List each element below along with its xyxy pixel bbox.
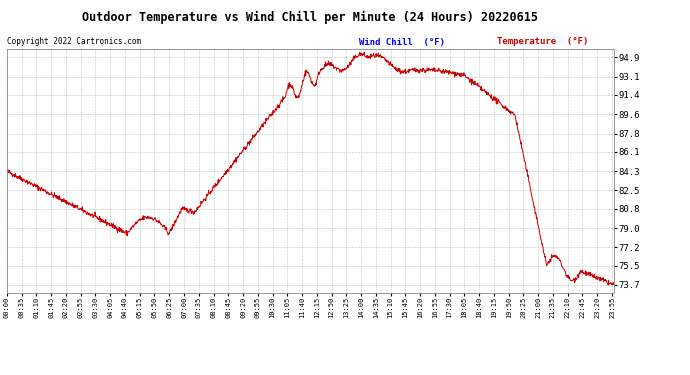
Text: Temperature  (°F): Temperature (°F) [497,38,588,46]
Text: Outdoor Temperature vs Wind Chill per Minute (24 Hours) 20220615: Outdoor Temperature vs Wind Chill per Mi… [83,11,538,24]
Text: Wind Chill  (°F): Wind Chill (°F) [359,38,445,46]
Text: Copyright 2022 Cartronics.com: Copyright 2022 Cartronics.com [7,38,141,46]
